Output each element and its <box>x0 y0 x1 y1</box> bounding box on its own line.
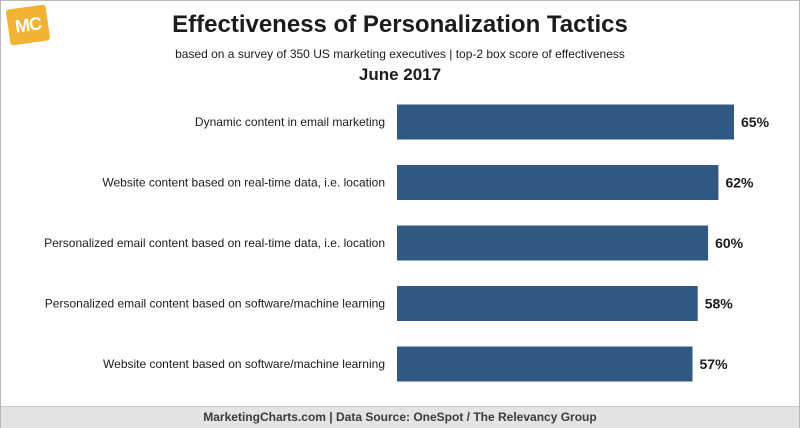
value-label-4: 58% <box>705 296 734 312</box>
category-label-5: Website content based on software/machin… <box>103 357 385 371</box>
value-label-5: 57% <box>700 356 729 372</box>
value-label-3: 60% <box>715 235 744 251</box>
bar-4 <box>397 286 698 321</box>
bar-3 <box>397 225 709 261</box>
category-label-2: Website content based on real-time data,… <box>102 176 385 190</box>
chart-title: Effectiveness of Personalization Tactics <box>172 11 628 38</box>
value-label-1: 65% <box>741 114 770 130</box>
chart-date: June 2017 <box>358 65 442 84</box>
footer-source: MarketingCharts.com | Data Source: OneSp… <box>1 406 799 428</box>
category-label-4: Personalized email content based on soft… <box>45 297 385 311</box>
bar-2 <box>397 165 719 200</box>
chart-subtitle: based on a survey of 350 US marketing ex… <box>175 47 625 61</box>
value-label-2: 62% <box>725 175 754 191</box>
category-label-1: Dynamic content in email marketing <box>195 115 385 129</box>
category-label-3: Personalized email content based on real… <box>44 236 385 250</box>
bar-5 <box>397 346 693 382</box>
bar-1 <box>397 104 734 140</box>
